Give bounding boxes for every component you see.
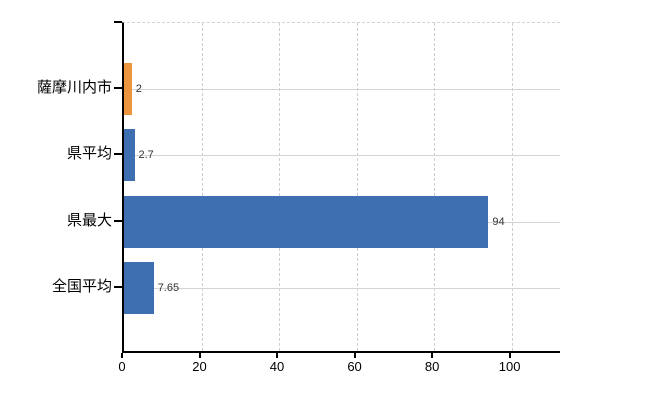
bar-薩摩川内市 <box>124 63 132 115</box>
y-axis-end-tick <box>114 21 122 23</box>
category-gridline <box>124 288 560 289</box>
x-axis-tick-label: 80 <box>424 359 440 374</box>
x-axis-tick <box>198 353 201 358</box>
vertical-gridline <box>434 23 436 351</box>
x-axis-tick <box>508 353 511 358</box>
x-axis-tick-label: 0 <box>118 359 126 374</box>
x-axis-tick <box>431 353 434 358</box>
category-gridline <box>124 89 560 90</box>
x-axis-tick-label: 20 <box>192 359 207 374</box>
x-axis-tick <box>121 353 123 358</box>
vertical-gridline <box>279 23 281 351</box>
category-label-県平均: 県平均 <box>66 145 112 162</box>
vertical-gridline <box>356 23 358 351</box>
category-label-薩摩川内市: 薩摩川内市 <box>36 79 112 96</box>
x-axis-tick-label: 100 <box>498 359 521 374</box>
x-axis-tick <box>353 353 356 358</box>
bar-県平均 <box>124 129 135 181</box>
y-axis-tick <box>114 220 122 222</box>
x-axis-tick <box>276 353 279 358</box>
bar-value-label: 2.7 <box>138 149 154 161</box>
plot-area: 2 2.7 94 7.65 <box>122 22 560 353</box>
category-label-県最大: 県最大 <box>66 212 112 229</box>
bar-県最大 <box>124 196 489 248</box>
x-axis-tick-label: 60 <box>347 359 362 374</box>
y-axis-tick <box>114 286 122 288</box>
x-axis-tick-label: 40 <box>269 359 285 374</box>
y-axis-tick <box>114 87 122 89</box>
vertical-gridline <box>511 23 513 351</box>
bar-value-label: 7.65 <box>157 282 180 294</box>
category-label-全国平均: 全国平均 <box>51 278 112 295</box>
bar-value-label: 2 <box>135 83 142 95</box>
category-gridline <box>124 155 560 156</box>
vertical-gridline <box>201 23 203 351</box>
bar-全国平均 <box>124 262 154 314</box>
bar-value-label: 94 <box>492 216 505 228</box>
y-axis-tick <box>114 153 122 155</box>
